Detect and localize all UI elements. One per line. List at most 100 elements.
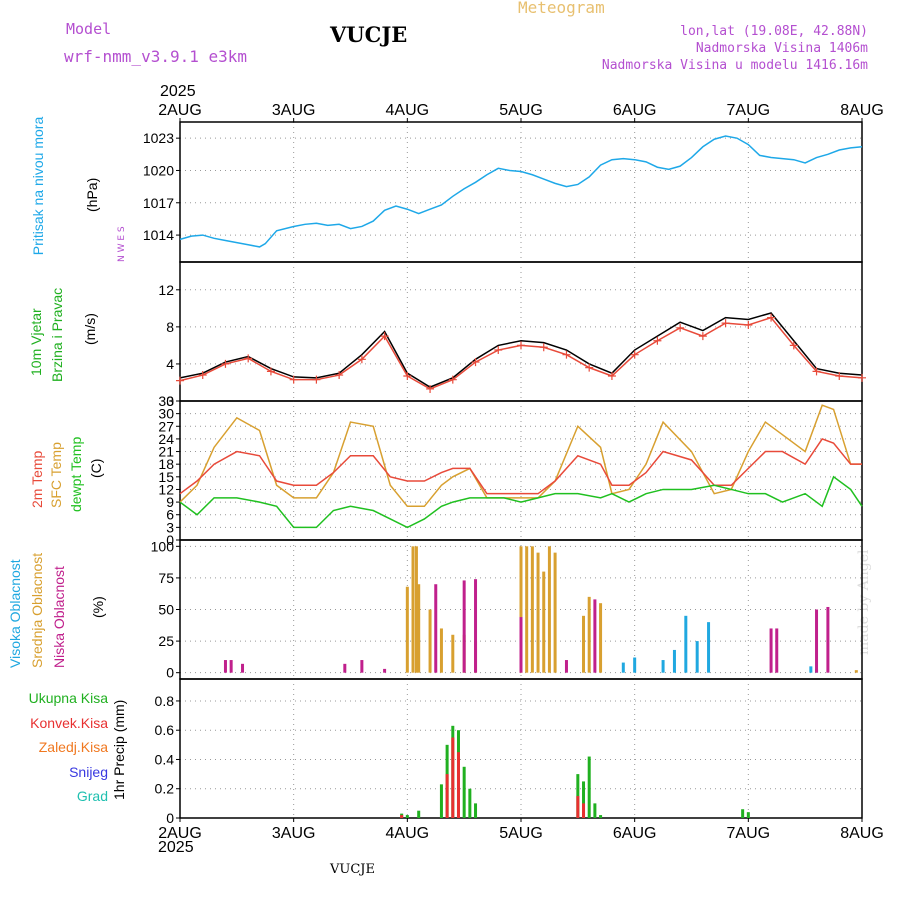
bar bbox=[414, 546, 418, 673]
x-tick-label-top: 6AUG bbox=[613, 102, 657, 119]
legend-total-rain: Ukupna Kisa bbox=[28, 690, 108, 706]
wind-marker bbox=[335, 371, 344, 380]
series-line bbox=[179, 475, 863, 529]
wind-marker bbox=[607, 371, 616, 380]
y-tick-label: 9 bbox=[166, 494, 174, 510]
bar bbox=[684, 615, 688, 673]
bar bbox=[411, 546, 415, 673]
y-tick-label: 8 bbox=[166, 319, 174, 335]
model-name: wrf-nmm_v3.9.1 e3km bbox=[64, 47, 248, 66]
y-tick-label: 12 bbox=[158, 282, 174, 298]
wind-marker bbox=[698, 332, 707, 341]
year-top: 2025 bbox=[160, 83, 196, 100]
bar bbox=[809, 666, 813, 673]
y-tick-label: 0.4 bbox=[155, 751, 175, 767]
bar bbox=[661, 660, 665, 673]
bar bbox=[439, 784, 443, 818]
wind-marker bbox=[312, 375, 321, 384]
bar bbox=[741, 809, 745, 818]
y-tick-label: 15 bbox=[158, 469, 174, 485]
bar bbox=[519, 546, 523, 673]
wind-marker bbox=[789, 341, 798, 350]
bar bbox=[428, 609, 432, 673]
wind-marker bbox=[289, 375, 298, 384]
wind-marker bbox=[380, 332, 389, 341]
bar bbox=[417, 810, 421, 818]
x-tick-label-top: 4AUG bbox=[386, 102, 430, 119]
y-tick-label: 0.6 bbox=[155, 722, 175, 738]
bar bbox=[400, 815, 404, 818]
bar bbox=[587, 596, 591, 673]
wind-marker bbox=[630, 350, 639, 359]
bar bbox=[564, 660, 568, 673]
bar bbox=[672, 649, 676, 673]
wind-marker bbox=[471, 358, 480, 367]
bar bbox=[241, 663, 245, 673]
legend-conv-rain: Konvek.Kisa bbox=[30, 714, 108, 731]
bar bbox=[553, 552, 557, 673]
bar bbox=[621, 662, 625, 673]
bar bbox=[223, 660, 227, 673]
model-elevation-info: Nadmorska Visina u modelu 1416.16m bbox=[601, 58, 868, 73]
year-bottom: 2025 bbox=[158, 839, 194, 856]
y-tick-label: 50 bbox=[158, 602, 174, 618]
wind-marker bbox=[812, 367, 821, 376]
bar bbox=[536, 552, 540, 673]
wind-marker bbox=[176, 376, 184, 385]
bar bbox=[576, 796, 580, 818]
y-tick-label: 3 bbox=[166, 519, 174, 535]
bar bbox=[343, 663, 347, 673]
series-line bbox=[179, 135, 863, 248]
bar bbox=[417, 584, 421, 673]
wind-marker bbox=[244, 354, 253, 363]
bar bbox=[854, 670, 858, 673]
legend-graupel: Grad bbox=[76, 788, 108, 805]
y-tick-label: 1023 bbox=[143, 130, 174, 146]
y-tick-label: 24 bbox=[158, 431, 174, 447]
wind-marker bbox=[744, 321, 753, 330]
bar bbox=[434, 584, 438, 673]
y-tick-label: 0 bbox=[166, 532, 174, 548]
bar bbox=[519, 617, 523, 673]
bar bbox=[462, 766, 466, 818]
wind-marker bbox=[835, 371, 844, 380]
bar bbox=[405, 586, 409, 673]
y-tick-label: 1014 bbox=[143, 227, 174, 243]
x-tick-label-top: 8AUG bbox=[840, 102, 884, 119]
wind-marker bbox=[585, 363, 594, 372]
x-tick-label-bottom: 2AUG bbox=[158, 825, 202, 842]
wind-marker bbox=[403, 371, 412, 380]
y-tick-label: 100 bbox=[151, 538, 175, 554]
bar bbox=[599, 815, 603, 818]
wind-marker bbox=[357, 355, 366, 364]
y-tick-label: 6 bbox=[166, 507, 174, 523]
bar bbox=[593, 803, 597, 818]
precip-legend: Ukupna Kisa Konvek.Kisa Zaledj.Kisa Snij… bbox=[0, 686, 108, 809]
wind-marker bbox=[721, 319, 730, 328]
bar bbox=[474, 579, 478, 673]
series-line bbox=[179, 316, 863, 390]
wind-marker bbox=[858, 373, 866, 382]
y-tick-label: 27 bbox=[158, 418, 174, 434]
x-tick-label-top: 5AUG bbox=[499, 102, 543, 119]
wind-marker bbox=[517, 341, 525, 350]
wind-marker bbox=[676, 323, 685, 332]
bar bbox=[695, 641, 699, 673]
bar bbox=[229, 660, 233, 673]
bar bbox=[462, 580, 466, 673]
x-tick-label-top: 3AUG bbox=[272, 102, 316, 119]
bar bbox=[456, 752, 460, 818]
x-tick-label-bottom: 5AUG bbox=[499, 825, 543, 842]
x-tick-label-bottom: 6AUG bbox=[613, 825, 657, 842]
lonlat-info: lon,lat (19.08E, 42.88N) bbox=[680, 24, 868, 39]
wind-marker bbox=[494, 346, 503, 355]
wind-marker bbox=[767, 313, 776, 322]
bar bbox=[582, 615, 586, 673]
bar bbox=[542, 571, 546, 673]
bar bbox=[474, 803, 478, 818]
elevation-info: Nadmorska Visina 1406m bbox=[695, 41, 868, 56]
station-title: VUCJE bbox=[330, 22, 408, 47]
y-tick-label: 21 bbox=[158, 444, 174, 460]
wind-marker bbox=[653, 336, 662, 345]
